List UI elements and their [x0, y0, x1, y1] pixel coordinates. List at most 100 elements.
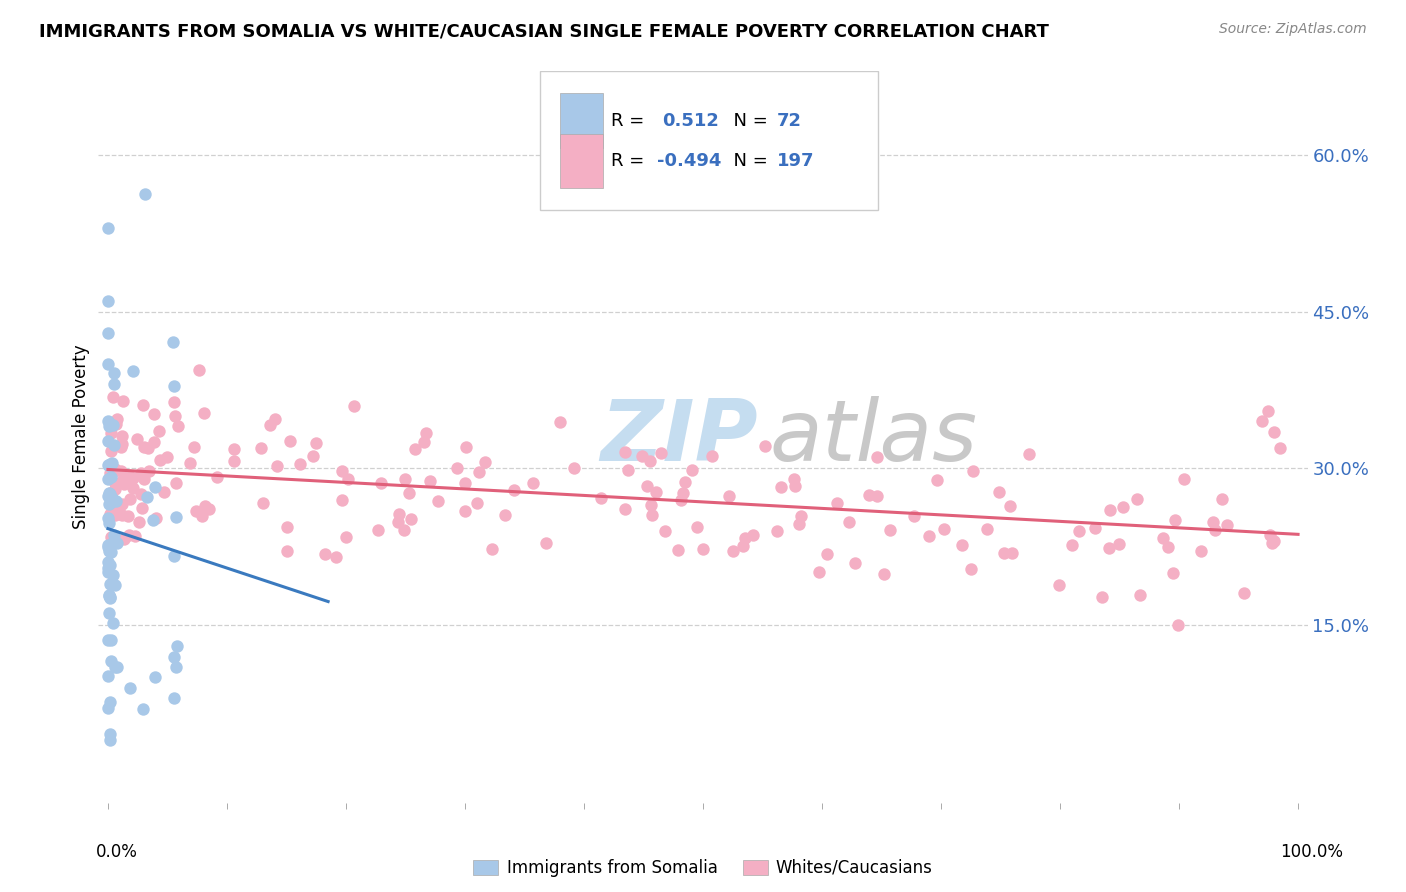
Point	[330, 464, 353, 478]
Point	[110, 437, 132, 451]
Point	[548, 415, 571, 429]
Point	[97, 486, 120, 500]
Point	[143, 435, 166, 450]
Point	[135, 490, 157, 504]
Point	[903, 509, 925, 524]
Point	[104, 660, 127, 674]
Point	[97, 458, 120, 473]
Point	[104, 416, 127, 430]
Point	[534, 536, 557, 550]
Point	[98, 727, 121, 741]
Point	[613, 444, 636, 458]
Point	[129, 466, 152, 480]
Point	[138, 464, 160, 478]
Text: R =: R =	[612, 152, 650, 170]
Point	[1260, 536, 1282, 550]
Point	[98, 577, 121, 591]
Point	[98, 458, 121, 473]
Point	[522, 475, 544, 490]
Point	[838, 515, 860, 529]
Point	[148, 424, 170, 438]
Point	[733, 539, 755, 553]
Point	[734, 531, 756, 545]
Point	[305, 436, 328, 450]
Point	[672, 485, 695, 500]
Point	[1161, 566, 1184, 580]
Point	[105, 536, 128, 550]
Point	[815, 547, 838, 561]
Point	[101, 568, 124, 582]
Point	[1263, 425, 1285, 439]
Point	[103, 377, 125, 392]
Point	[925, 474, 948, 488]
Point	[1263, 534, 1285, 549]
Point	[97, 669, 120, 683]
Point	[104, 476, 127, 491]
Text: N =: N =	[723, 152, 773, 170]
Point	[770, 480, 793, 494]
Point	[198, 502, 221, 516]
Point	[844, 556, 866, 570]
Point	[1098, 503, 1121, 517]
Point	[993, 546, 1015, 560]
Point	[1126, 491, 1149, 506]
Point	[97, 701, 120, 715]
Point	[766, 524, 789, 539]
Point	[145, 511, 167, 525]
Point	[1156, 541, 1178, 555]
Point	[98, 733, 121, 747]
Point	[166, 476, 188, 491]
Point	[1173, 472, 1195, 486]
Point	[110, 508, 132, 522]
Point	[481, 542, 503, 557]
Point	[132, 440, 155, 454]
Point	[789, 508, 811, 523]
Point	[179, 456, 201, 470]
Point	[100, 545, 122, 559]
Point	[259, 417, 281, 432]
Point	[950, 538, 973, 552]
Point	[276, 544, 298, 558]
Point	[100, 456, 122, 470]
Text: Source: ZipAtlas.com: Source: ZipAtlas.com	[1219, 22, 1367, 37]
Point	[103, 438, 125, 452]
Point	[1216, 517, 1239, 532]
Point	[276, 519, 298, 533]
Point	[866, 450, 889, 464]
Point	[105, 659, 128, 673]
Y-axis label: Single Female Poverty: Single Female Poverty	[72, 345, 90, 529]
Point	[1084, 521, 1107, 535]
Point	[111, 497, 134, 511]
Point	[136, 441, 159, 455]
Point	[1202, 515, 1225, 529]
Point	[1111, 500, 1133, 514]
Point	[98, 606, 121, 620]
Point	[120, 491, 142, 506]
Point	[100, 444, 122, 458]
Point	[132, 398, 155, 412]
Point	[118, 681, 141, 695]
Point	[873, 566, 896, 581]
Point	[105, 417, 128, 432]
Point	[104, 462, 127, 476]
Point	[387, 516, 409, 530]
Point	[785, 478, 807, 492]
Point	[335, 530, 357, 544]
Point	[934, 522, 956, 536]
Point	[124, 529, 146, 543]
Point	[122, 364, 145, 378]
Point	[98, 486, 121, 500]
Point	[132, 472, 155, 486]
Text: 0.512: 0.512	[662, 112, 718, 129]
Point	[404, 442, 426, 456]
Point	[398, 485, 420, 500]
Point	[104, 494, 127, 508]
Point	[97, 555, 120, 569]
Point	[131, 702, 153, 716]
Point	[163, 649, 186, 664]
Point	[100, 470, 122, 484]
Point	[644, 485, 666, 500]
Point	[98, 497, 121, 511]
Point	[998, 499, 1021, 513]
Point	[100, 491, 122, 505]
